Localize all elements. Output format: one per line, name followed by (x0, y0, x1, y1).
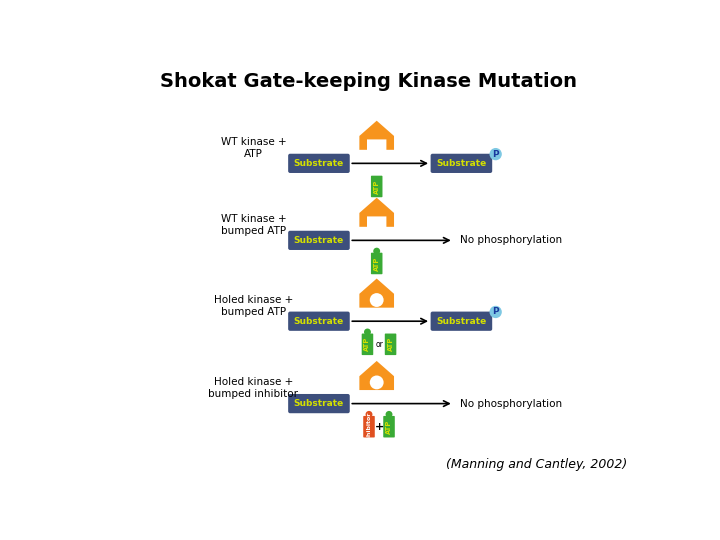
Text: ATP: ATP (364, 337, 371, 352)
Polygon shape (359, 279, 394, 308)
Text: WT kinase +
ATP: WT kinase + ATP (221, 137, 287, 159)
Text: Holed kinase +
bumped inhibitor: Holed kinase + bumped inhibitor (209, 377, 299, 399)
Circle shape (490, 148, 502, 160)
FancyBboxPatch shape (384, 334, 396, 355)
FancyBboxPatch shape (431, 154, 492, 173)
Text: No phosphorylation: No phosphorylation (460, 235, 562, 245)
Text: (Manning and Cantley, 2002): (Manning and Cantley, 2002) (446, 458, 627, 471)
FancyBboxPatch shape (361, 334, 373, 355)
Text: ATP: ATP (374, 179, 379, 193)
Polygon shape (359, 198, 394, 227)
Circle shape (373, 248, 380, 254)
Text: Substrate: Substrate (436, 159, 487, 168)
Text: or: or (376, 340, 384, 349)
Text: WT kinase +
bumped ATP: WT kinase + bumped ATP (221, 214, 287, 236)
Text: ATP: ATP (387, 337, 394, 352)
FancyBboxPatch shape (371, 253, 382, 274)
Circle shape (364, 328, 371, 335)
Text: +: + (375, 422, 384, 431)
Text: Substrate: Substrate (294, 399, 344, 408)
FancyBboxPatch shape (383, 416, 395, 437)
Text: Substrate: Substrate (294, 316, 344, 326)
FancyBboxPatch shape (288, 312, 350, 331)
Text: Inhibitor: Inhibitor (366, 411, 372, 442)
Circle shape (370, 293, 384, 307)
FancyBboxPatch shape (288, 394, 350, 413)
FancyBboxPatch shape (431, 312, 492, 331)
Text: Holed kinase +
bumped ATP: Holed kinase + bumped ATP (214, 295, 293, 316)
Text: ATP: ATP (374, 256, 379, 271)
Text: Substrate: Substrate (436, 316, 487, 326)
FancyBboxPatch shape (371, 176, 382, 197)
Text: Shokat Gate-keeping Kinase Mutation: Shokat Gate-keeping Kinase Mutation (161, 72, 577, 91)
Text: Substrate: Substrate (294, 236, 344, 245)
Polygon shape (359, 361, 394, 390)
Circle shape (370, 375, 384, 389)
Text: Substrate: Substrate (294, 159, 344, 168)
Circle shape (490, 306, 502, 318)
Text: P: P (492, 307, 499, 316)
FancyBboxPatch shape (363, 416, 375, 437)
Polygon shape (359, 121, 394, 150)
Text: ATP: ATP (386, 420, 392, 434)
Text: P: P (492, 150, 499, 159)
Circle shape (366, 411, 372, 418)
Text: No phosphorylation: No phosphorylation (460, 399, 562, 409)
FancyBboxPatch shape (288, 231, 350, 250)
Circle shape (385, 411, 392, 418)
FancyBboxPatch shape (288, 154, 350, 173)
